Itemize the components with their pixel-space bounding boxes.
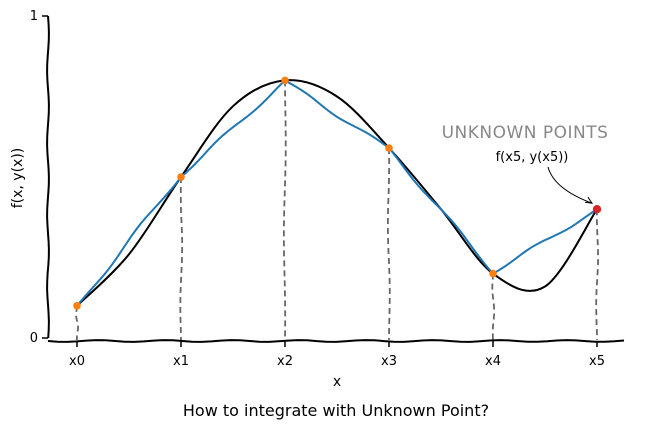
drop-line xyxy=(179,176,184,341)
y-ticks: 01 xyxy=(30,9,48,346)
x-tick-label: x0 xyxy=(69,354,85,369)
known-point-marker xyxy=(281,76,289,85)
known-point-marker xyxy=(489,269,497,278)
curves xyxy=(76,79,598,307)
y-tick-label: 1 xyxy=(30,9,38,24)
x-tick-label: x3 xyxy=(381,354,397,369)
x-tick-label: x5 xyxy=(589,354,605,369)
drop-line xyxy=(595,209,600,340)
known-point-marker xyxy=(177,173,185,181)
y-axis-label: f(x, y(x)) xyxy=(10,148,26,209)
annotation-arrowhead xyxy=(584,196,594,204)
drop-lines xyxy=(75,80,600,341)
x-axis-line xyxy=(47,339,625,343)
x-tick-label: x2 xyxy=(277,354,293,369)
unknown-points-title: UNKNOWN POINTS xyxy=(442,123,609,143)
unknown-point-annotation: f(x5, y(x5)) xyxy=(496,150,569,165)
drop-line xyxy=(283,80,287,341)
x-tick-label: x1 xyxy=(173,354,189,369)
x-axis-label: x xyxy=(333,374,341,390)
axes xyxy=(46,15,625,343)
known-point-marker xyxy=(73,302,81,310)
known-point-marker xyxy=(385,144,393,152)
drop-line xyxy=(75,305,80,341)
x-tick-label: x4 xyxy=(485,354,501,369)
annotation-arrow xyxy=(547,166,593,204)
true-function-curve xyxy=(76,79,598,307)
y-axis-line xyxy=(46,15,50,339)
y-tick-label: 0 xyxy=(30,331,38,346)
drop-line xyxy=(387,147,391,341)
x-ticks: x0 x1 x2 x3 x4 x5 xyxy=(69,341,605,369)
drop-line xyxy=(491,273,496,341)
chart-title: How to integrate with Unknown Point? xyxy=(183,401,489,420)
markers xyxy=(73,76,602,310)
unknown-point-marker xyxy=(592,205,602,214)
interpolated-curve xyxy=(76,79,598,307)
